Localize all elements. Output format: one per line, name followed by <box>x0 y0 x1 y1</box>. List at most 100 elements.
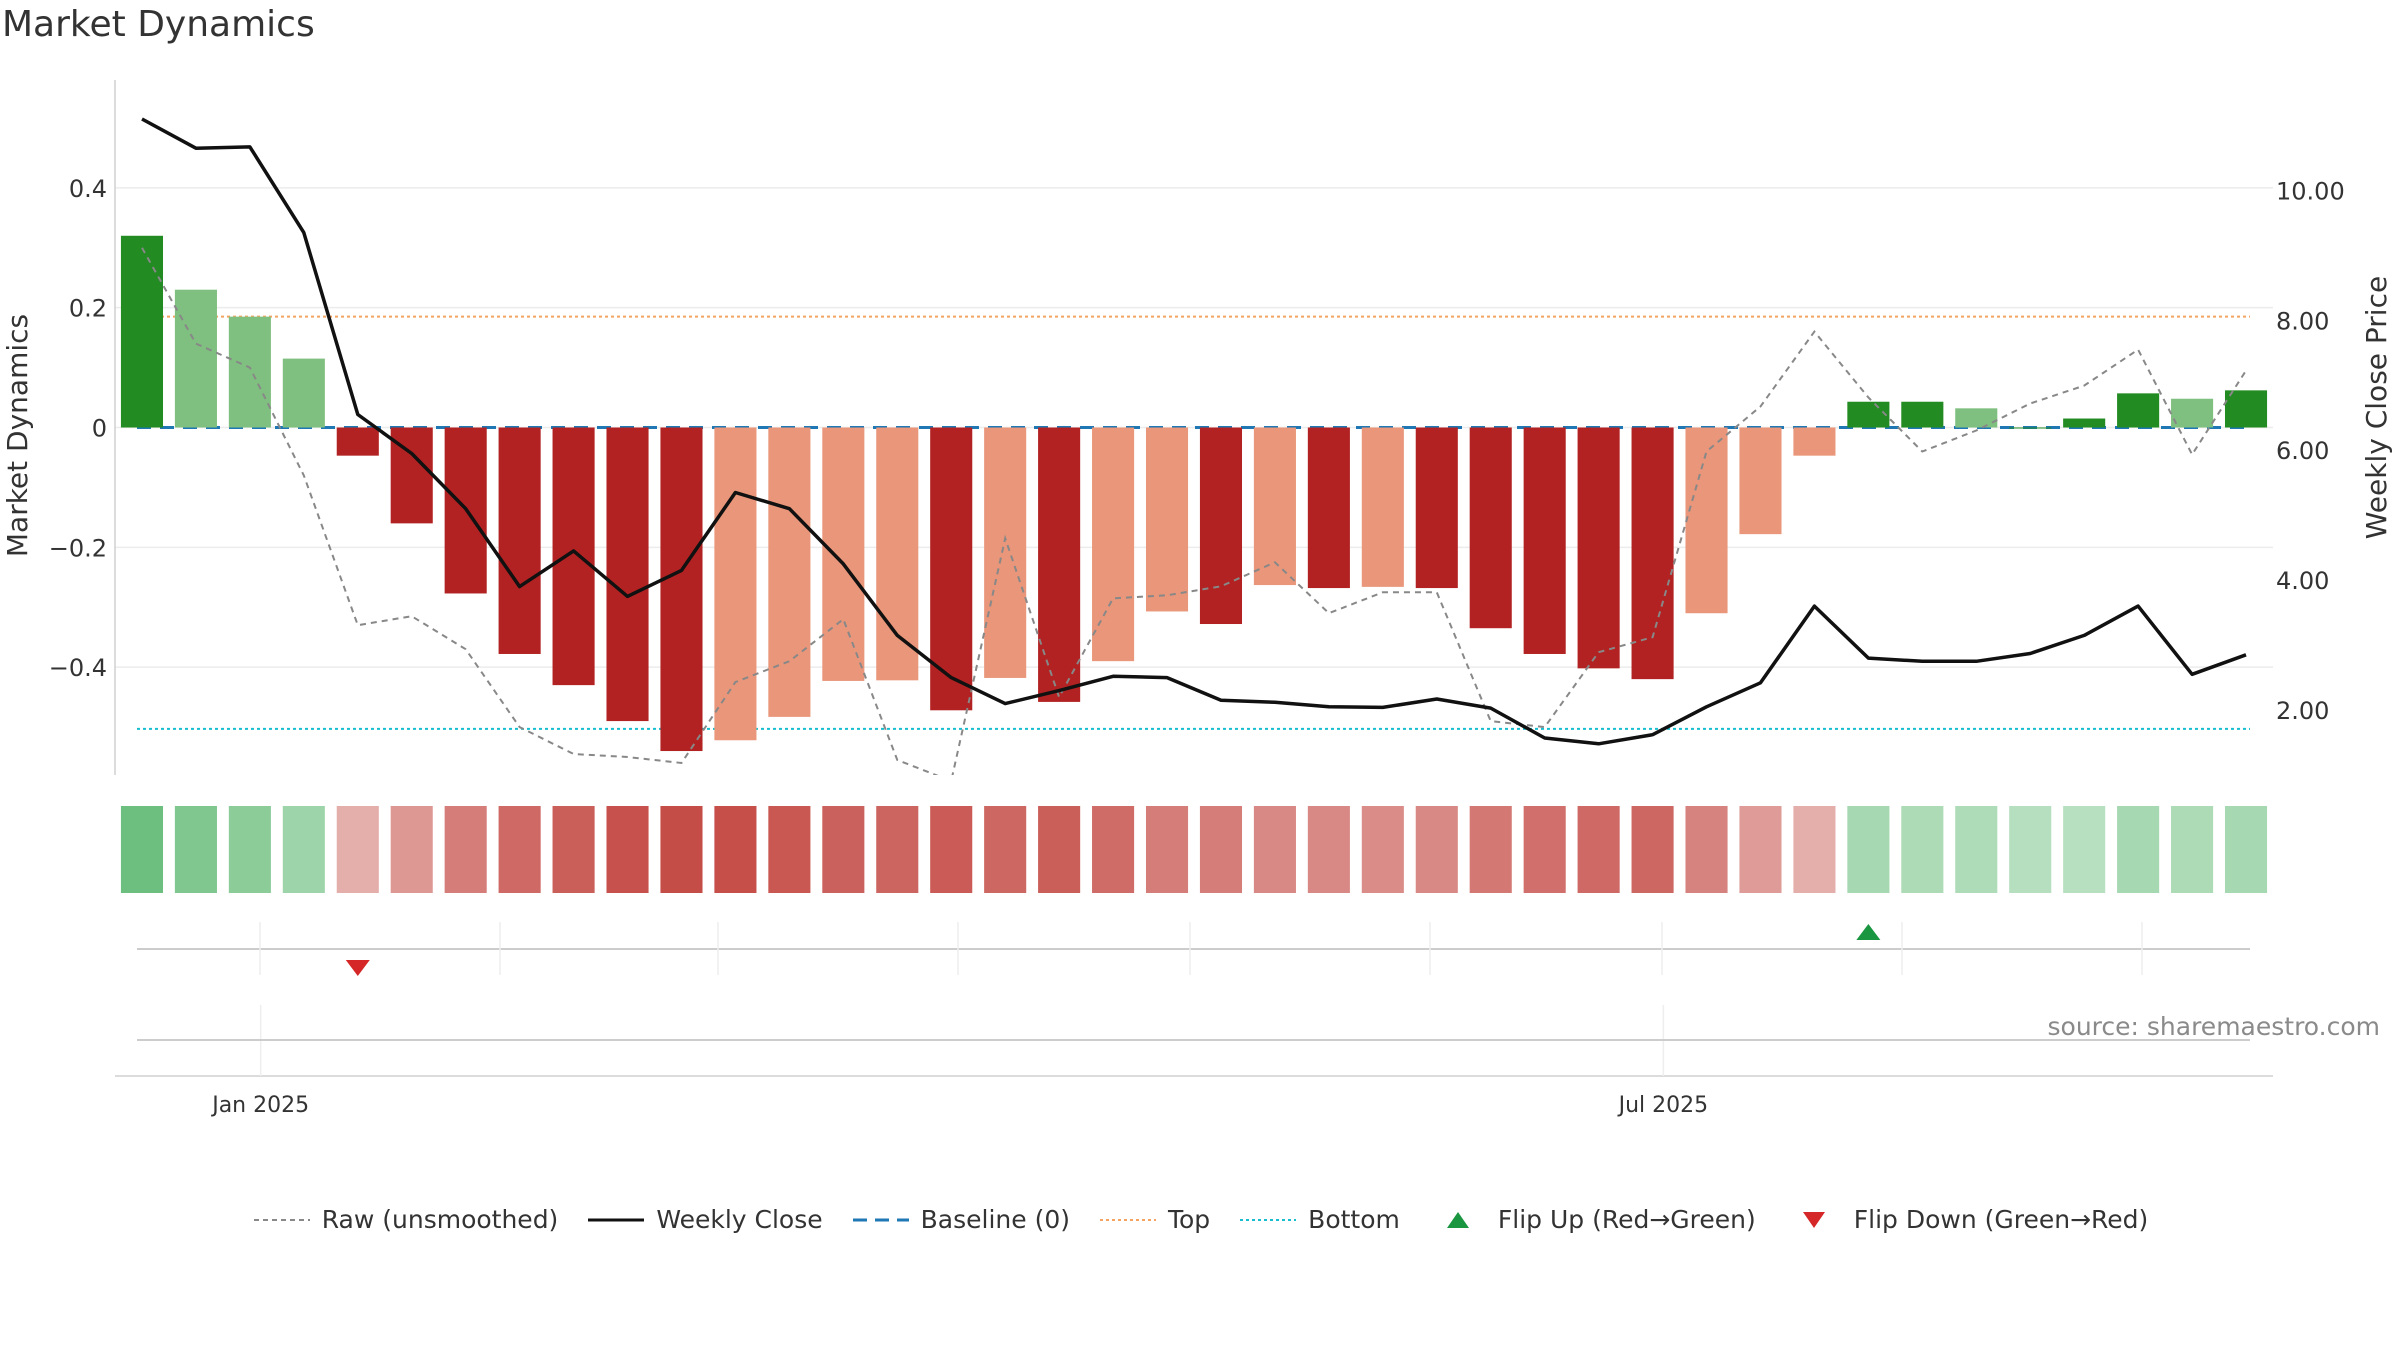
legend: Raw (unsmoothed) Weekly Close Baseline (… <box>0 1205 2400 1234</box>
bar <box>1955 408 1998 428</box>
y-tick-label: −0.4 <box>49 654 107 682</box>
strip-cell <box>2224 806 2268 893</box>
strip-cell <box>120 806 164 893</box>
bar <box>1469 427 1512 629</box>
strip-cell <box>660 806 703 893</box>
strip-cell <box>1415 806 1458 893</box>
strip-cell <box>498 806 541 893</box>
bar <box>552 427 595 686</box>
bar <box>1199 427 1243 625</box>
strip-cell <box>822 806 865 893</box>
strip-cell <box>1631 806 1674 893</box>
heat-strip <box>120 806 2268 893</box>
legend-item-bottom: Bottom <box>1238 1205 1400 1234</box>
legend-swatch-raw <box>252 1210 312 1230</box>
y2-tick-label: 2.00 <box>2276 697 2329 725</box>
y2-tick-label: 4.00 <box>2276 567 2329 595</box>
legend-swatch-bottom <box>1238 1210 1298 1230</box>
legend-item-raw: Raw (unsmoothed) <box>252 1205 559 1234</box>
strip-cell <box>1361 806 1404 893</box>
legend-swatch-baseline <box>851 1210 911 1230</box>
raw-line <box>141 247 2247 775</box>
strip-cell <box>552 806 595 893</box>
bar <box>2063 418 2106 428</box>
strip-cell <box>336 806 379 893</box>
y2-tick-label: 10.00 <box>2276 177 2345 205</box>
strip-cell <box>2009 806 2052 893</box>
bar-series <box>120 235 2268 752</box>
strip-cell <box>282 806 325 893</box>
chart-title: Market Dynamics <box>2 4 315 45</box>
bar <box>822 427 865 681</box>
bar <box>1739 427 1782 535</box>
y-tick-label: −0.2 <box>49 534 107 562</box>
y-tick-label: 0.2 <box>69 295 107 323</box>
bar <box>606 427 649 722</box>
strip-cell <box>876 806 919 893</box>
legend-swatch-top <box>1098 1210 1158 1230</box>
strip-cell <box>228 806 271 893</box>
legend-label-raw: Raw (unsmoothed) <box>321 1205 559 1234</box>
bar <box>1685 427 1728 614</box>
bar <box>1901 401 1944 428</box>
strip-cell <box>768 806 811 893</box>
strip-cell <box>2117 806 2160 893</box>
y-tick-label: 0 <box>92 415 107 443</box>
bar <box>498 427 541 654</box>
flip-up-marker <box>1856 924 1881 940</box>
strip-cell <box>1469 806 1512 893</box>
strip-cell <box>714 806 757 893</box>
strip-cell <box>1253 806 1296 893</box>
strip-cell <box>1092 806 1135 893</box>
bar <box>1092 427 1135 662</box>
strip-cell <box>1847 806 1890 893</box>
legend-item-top: Top <box>1098 1205 1210 1234</box>
strip-cell <box>1955 806 1998 893</box>
y-axis-label: Market Dynamics <box>1 314 34 557</box>
y2-axis-label: Weekly Close Price <box>2360 276 2393 539</box>
y2-tick-label: 6.00 <box>2276 437 2329 465</box>
strip-cell <box>1307 806 1350 893</box>
strip-cell <box>1199 806 1243 893</box>
bar <box>1145 427 1189 612</box>
legend-label-flip-up: Flip Up (Red→Green) <box>1497 1205 1756 1234</box>
bar <box>1631 427 1674 680</box>
bar <box>228 316 271 428</box>
bar <box>1793 427 1836 456</box>
bar <box>1847 401 1890 428</box>
bar <box>660 427 703 752</box>
strip-cell <box>1577 806 1620 893</box>
strip-cell <box>390 806 433 893</box>
bar <box>120 235 164 428</box>
strip-cell <box>1145 806 1189 893</box>
strip-cell <box>2171 806 2214 893</box>
strip-cell <box>930 806 973 893</box>
strip-cell <box>984 806 1027 893</box>
bar <box>2117 393 2160 428</box>
bar <box>984 427 1027 678</box>
bar <box>876 427 919 681</box>
legend-item-close: Weekly Close <box>586 1205 823 1234</box>
bar <box>2224 390 2268 428</box>
strip-cell <box>444 806 487 893</box>
axes: 0.4 0.2 0 −0.2 −0.4 10.00 8.00 6.00 4.00 2.00 Mark… <box>1 80 2393 1118</box>
legend-swatch-close <box>586 1210 646 1230</box>
strip-cell <box>1685 806 1728 893</box>
legend-item-flip-up: Flip Up (Red→Green) <box>1428 1205 1756 1234</box>
strip-cell <box>1901 806 1944 893</box>
triangle-up-icon <box>1428 1210 1488 1230</box>
legend-item-flip-down: Flip Down (Green→Red) <box>1784 1205 2148 1234</box>
source-label: source: sharemaestro.com <box>2047 1012 2381 1041</box>
bar <box>714 427 757 741</box>
strip-cell <box>1793 806 1836 893</box>
strip-cell <box>2063 806 2106 893</box>
strip-cell <box>1038 806 1081 893</box>
bar <box>1523 427 1566 654</box>
strip-cell <box>606 806 649 893</box>
flip-down-marker <box>345 960 370 976</box>
legend-label-bottom: Bottom <box>1308 1205 1400 1234</box>
bar <box>1307 427 1350 589</box>
strip-cell <box>174 806 217 893</box>
line-series <box>141 117 2247 775</box>
